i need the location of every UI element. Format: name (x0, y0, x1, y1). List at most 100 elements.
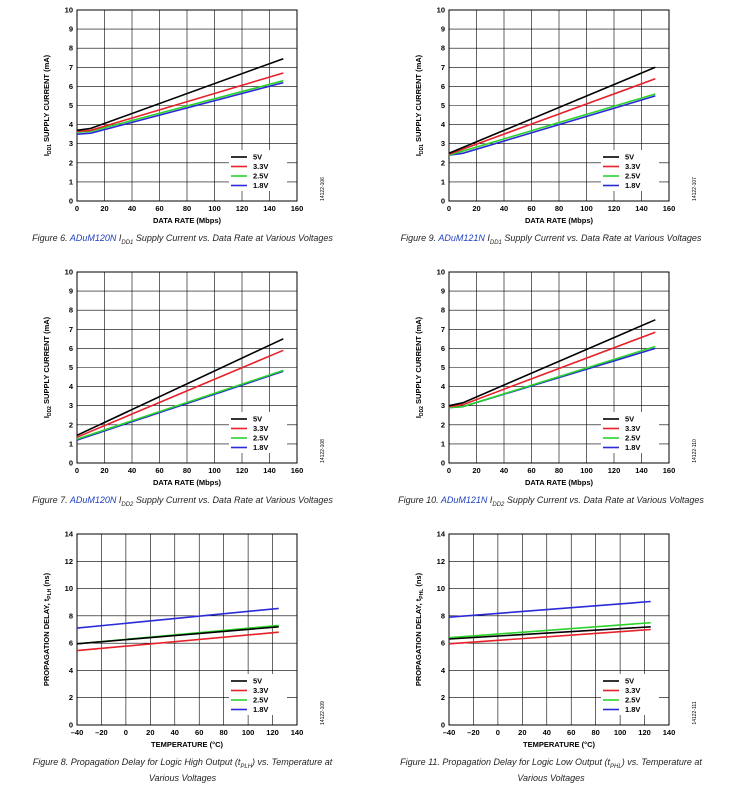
y-axis-label: IDD2 SUPPLY CURRENT (mA) (42, 316, 53, 418)
y-tick-label: 5 (441, 363, 445, 372)
chart-svg: 0 20 40 60 80 100 120 140 160 0 1 2 3 4 5 6 7 8 9 10 DATA RA… (414, 268, 698, 488)
x-tick-label: –20 (467, 728, 480, 737)
series-line-3_3v (448, 628, 651, 645)
y-tick-label: 3 (69, 139, 73, 148)
chart-fig8: –40 –20 0 20 40 60 80 100 120 140 0 2 4 6 8 10 12 14 TEMPE… (0, 524, 365, 805)
x-tick-label: 0 (447, 466, 451, 475)
chart-svg: 0 20 40 60 80 100 120 140 160 0 1 2 3 4 5 6 7 8 9 10 DATA RA… (414, 6, 698, 226)
x-tick-label: 120 (608, 204, 621, 213)
x-tick-label: 0 (496, 728, 500, 737)
y-tick-label: 2 (441, 158, 445, 167)
y-tick-label: 6 (441, 344, 445, 353)
x-tick-label: 20 (518, 728, 526, 737)
series-line-3_3v (76, 349, 284, 438)
x-tick-label: 80 (555, 204, 563, 213)
y-tick-label: 0 (441, 459, 445, 468)
x-axis-label: DATA RATE (Mbps) (153, 216, 222, 225)
x-tick-label: 0 (75, 466, 79, 475)
series-line-2_5v (448, 93, 656, 156)
x-axis-label: TEMPERATURE (°C) (151, 740, 224, 749)
y-tick-label: 8 (441, 306, 445, 315)
part-number-link[interactable]: ADuM121N (438, 233, 485, 243)
y-tick-label: 4 (69, 120, 74, 129)
x-tick-label: 100 (242, 728, 255, 737)
legend-label: 1.8V (625, 705, 640, 714)
y-tick-label: 10 (437, 584, 445, 593)
x-tick-label: 140 (263, 204, 276, 213)
legend-label: 5V (253, 677, 262, 686)
x-tick-label: 140 (263, 466, 276, 475)
legend-label: 3.3V (253, 686, 268, 695)
part-number-link[interactable]: ADuM120N (69, 495, 117, 505)
x-tick-label: 20 (100, 204, 108, 213)
y-tick-label: 1 (441, 439, 445, 448)
y-tick-label: 0 (69, 721, 73, 730)
chart-svg: –40 –20 0 20 40 60 80 100 120 140 0 2 4 6 8 10 12 14 TEMPE… (414, 530, 698, 750)
y-tick-label: 9 (441, 25, 445, 34)
x-axis-label: DATA RATE (Mbps) (153, 478, 222, 487)
chart-svg: 0 20 40 60 80 100 120 140 160 0 1 2 3 4 5 6 7 8 9 10 DATA RA… (42, 268, 326, 488)
y-tick-label: 10 (65, 268, 73, 277)
part-number-link[interactable]: ADuM121N (440, 495, 488, 505)
y-tick-label: 6 (441, 639, 445, 648)
series-line-3_3v (76, 631, 279, 652)
x-tick-label: 20 (472, 466, 480, 475)
y-tick-label: 7 (441, 325, 445, 334)
y-tick-label: 0 (441, 721, 445, 730)
x-tick-label: 0 (447, 204, 451, 213)
legend-label: 1.8V (253, 705, 268, 714)
series-line-3_3v (76, 72, 284, 133)
y-tick-label: 2 (69, 420, 73, 429)
x-tick-label: 80 (183, 466, 191, 475)
figure-id: 14122-110 (692, 439, 698, 463)
y-axis-label: PROPAGATION DELAY, tPHL (ns) (414, 572, 425, 686)
chart-svg: 0 20 40 60 80 100 120 140 160 0 1 2 3 4 5 6 7 8 9 10 DATA RA… (42, 6, 326, 226)
chart-fig6: 0 20 40 60 80 100 120 140 160 0 1 2 3 4 5 6 7 8 9 10 DATA RA… (0, 0, 365, 262)
figure-id: 14122-109 (320, 701, 326, 725)
y-tick-label: 4 (441, 382, 446, 391)
legend-label: 5V (253, 153, 262, 162)
figure-caption: Figure 7. ADuM120N IDD2 Supply Current v… (32, 495, 333, 508)
figure-caption: Figure 10. ADuM121N IDD2 Supply Current … (398, 495, 704, 508)
x-axis-label: TEMPERATURE (°C) (523, 740, 596, 749)
x-tick-label: 120 (236, 466, 249, 475)
y-tick-label: 6 (69, 639, 73, 648)
chart-fig10: 0 20 40 60 80 100 120 140 160 0 1 2 3 4 5 6 7 8 9 10 DATA RA… (372, 262, 730, 524)
x-tick-label: 160 (291, 466, 304, 475)
x-tick-label: 120 (236, 204, 249, 213)
legend-label: 5V (625, 153, 634, 162)
x-tick-label: 140 (635, 204, 648, 213)
figure-id: 14122-111 (692, 701, 698, 724)
y-tick-label: 1 (69, 177, 73, 186)
x-tick-label: 20 (100, 466, 108, 475)
y-tick-label: 10 (65, 6, 73, 15)
legend-label: 3.3V (625, 424, 640, 433)
x-tick-label: 40 (543, 728, 551, 737)
x-tick-label: 140 (635, 466, 648, 475)
series-line-2_5v (76, 369, 284, 440)
y-tick-label: 4 (69, 382, 74, 391)
y-tick-label: 2 (441, 420, 445, 429)
figure-id: 14122-108 (320, 439, 326, 463)
x-tick-label: 160 (663, 204, 676, 213)
y-tick-label: 10 (437, 6, 445, 15)
y-tick-label: 0 (441, 197, 445, 206)
x-tick-label: –20 (95, 728, 108, 737)
plot-frame (448, 533, 670, 726)
legend-label: 1.8V (253, 181, 268, 190)
y-tick-label: 0 (69, 459, 73, 468)
series-line-1_8v (448, 600, 651, 618)
x-tick-label: 100 (208, 204, 221, 213)
legend-label: 2.5V (253, 172, 268, 181)
chart-svg: –40 –20 0 20 40 60 80 100 120 140 0 2 4 6 8 10 12 14 TEMPE… (42, 530, 326, 750)
x-tick-label: 0 (75, 204, 79, 213)
series-line-5v (76, 57, 284, 132)
plot-frame (448, 271, 670, 464)
figure-id: 14122-107 (692, 177, 698, 201)
part-number-link[interactable]: ADuM120N (69, 233, 117, 243)
y-tick-label: 10 (437, 268, 445, 277)
series-line-2_5v (448, 345, 656, 409)
x-tick-label: 60 (195, 728, 203, 737)
series-line-5v (76, 338, 284, 437)
x-tick-label: 40 (500, 466, 508, 475)
